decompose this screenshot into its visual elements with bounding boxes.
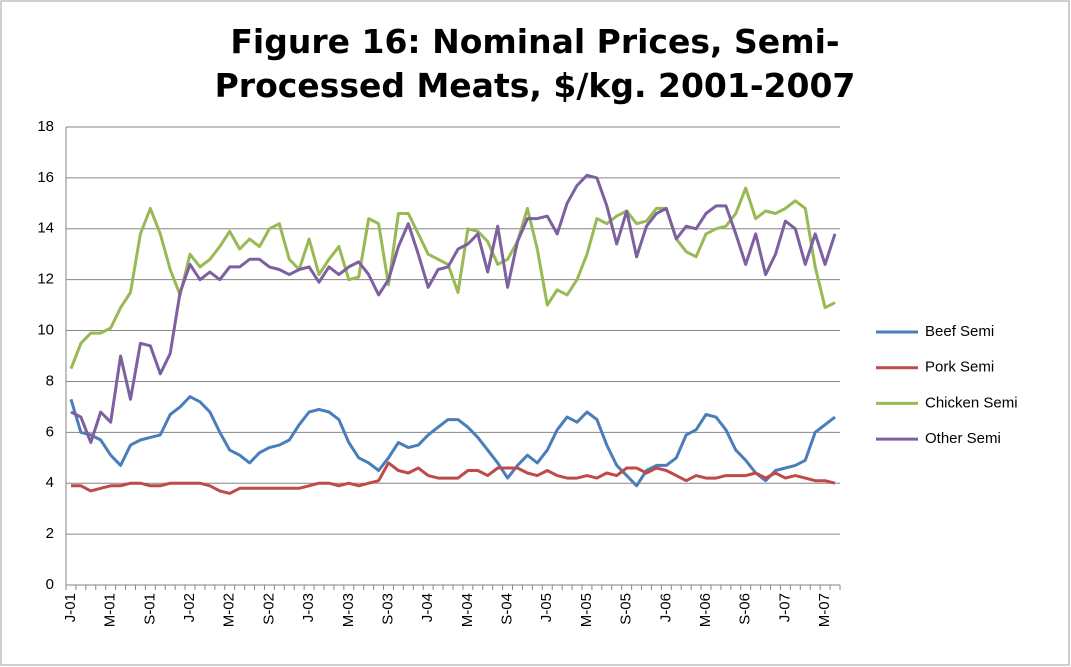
y-tick-label: 8 bbox=[46, 372, 54, 389]
x-tick-label: J-02 bbox=[181, 593, 198, 622]
chart-title: Figure 16: Nominal Prices, Semi-Processe… bbox=[214, 22, 856, 105]
x-tick-label: J-01 bbox=[62, 593, 79, 622]
x-tick-label: M-02 bbox=[221, 593, 238, 627]
series-line bbox=[69, 395, 836, 488]
legend-label: Beef Semi bbox=[925, 323, 994, 340]
x-tick-label: J-05 bbox=[538, 593, 555, 622]
x-tick-label: S-05 bbox=[618, 593, 635, 625]
x-tick-label: S-06 bbox=[737, 593, 754, 625]
y-tick-label: 18 bbox=[37, 118, 54, 135]
y-tick-label: 4 bbox=[46, 474, 54, 491]
y-tick-label: 12 bbox=[37, 271, 54, 288]
x-tick-label: J-04 bbox=[419, 593, 436, 622]
x-tick-label: M-03 bbox=[340, 593, 357, 627]
x-tick-label: S-03 bbox=[379, 593, 396, 625]
x-tick-label: S-04 bbox=[499, 593, 516, 625]
legend-label: Other Semi bbox=[925, 430, 1001, 447]
y-tick-label: 2 bbox=[46, 525, 54, 542]
x-tick-label: J-07 bbox=[776, 593, 793, 622]
series-line bbox=[69, 186, 836, 370]
y-tick-label: 14 bbox=[37, 220, 54, 237]
y-tick-label: 6 bbox=[46, 423, 54, 440]
legend-label: Pork Semi bbox=[925, 359, 994, 376]
y-tick-label: 0 bbox=[46, 576, 54, 593]
x-tick-label: M-04 bbox=[459, 593, 476, 627]
legend-label: Chicken Semi bbox=[925, 394, 1018, 411]
x-tick-label: J-06 bbox=[657, 593, 674, 622]
x-tick-label: J-03 bbox=[300, 593, 317, 622]
x-tick-label: M-05 bbox=[578, 593, 595, 627]
x-tick-label: M-07 bbox=[816, 593, 833, 627]
x-tick-label: M-06 bbox=[697, 593, 714, 627]
series-line bbox=[71, 461, 836, 495]
x-tick-label: M-01 bbox=[102, 593, 119, 627]
series-line bbox=[70, 173, 837, 444]
x-tick-label: S-02 bbox=[260, 593, 277, 625]
x-tick-label: S-01 bbox=[141, 593, 158, 625]
y-tick-label: 16 bbox=[37, 169, 54, 186]
y-tick-label: 10 bbox=[37, 322, 54, 339]
